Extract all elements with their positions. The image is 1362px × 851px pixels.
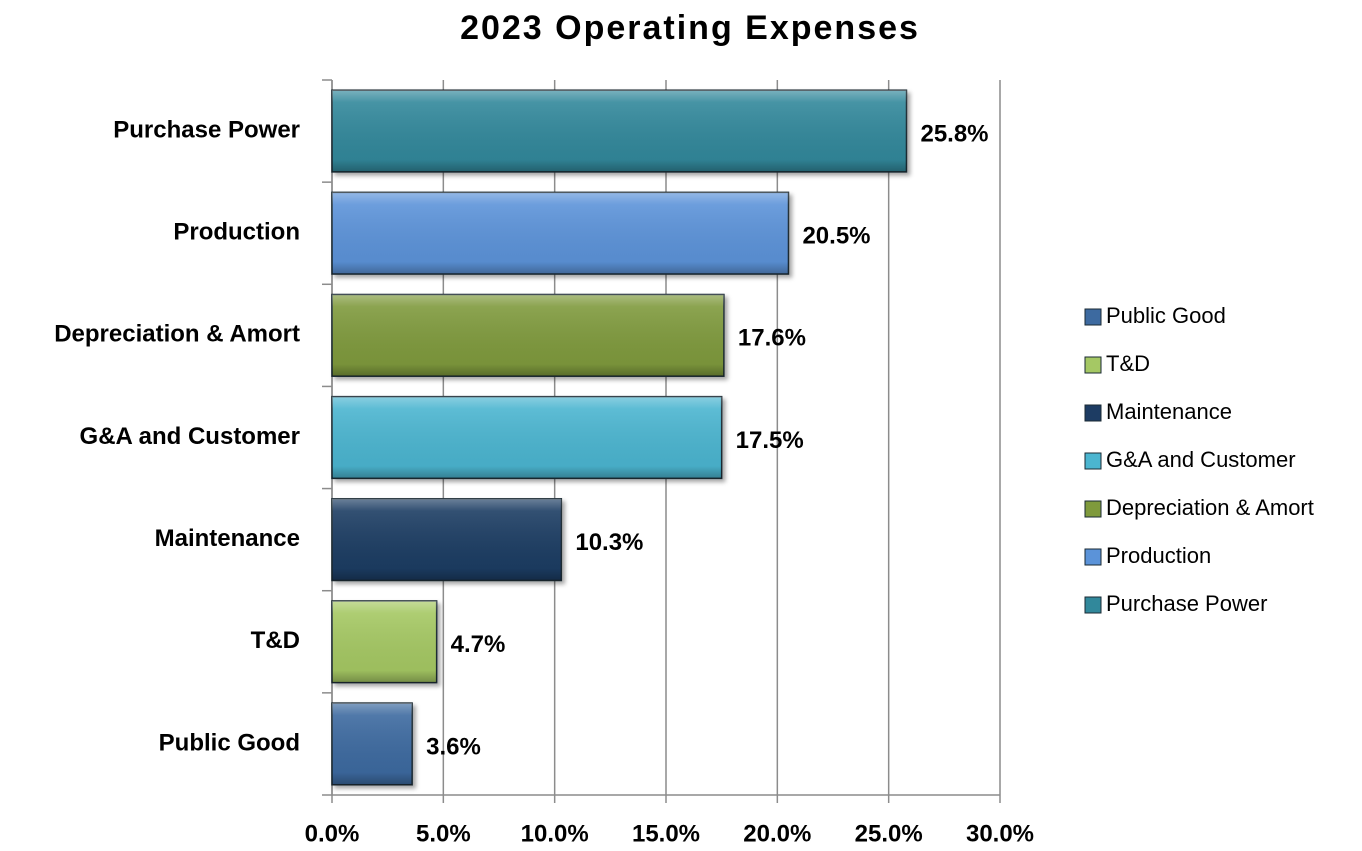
y-tick-label: T&D [251, 627, 300, 654]
value-label: 3.6% [426, 733, 481, 760]
y-tick-label: Public Good [159, 729, 300, 756]
x-tick-label: 10.0% [521, 820, 589, 847]
x-tick-label: 30.0% [966, 820, 1034, 847]
y-tick-label: G&A and Customer [80, 423, 300, 450]
legend-swatch [1084, 404, 1102, 422]
bar-shine [332, 396, 722, 479]
value-label: 10.3% [575, 529, 643, 556]
y-tick-label: Depreciation & Amort [54, 321, 300, 348]
value-label: 20.5% [802, 223, 870, 250]
legend-swatch [1084, 500, 1102, 518]
x-tick-label: 0.0% [305, 820, 360, 847]
legend-label: Depreciation & Amort [1106, 495, 1314, 520]
bar-shine [332, 90, 907, 172]
chart-title: 2023 Operating Expenses [460, 9, 920, 47]
legend-label: T&D [1106, 351, 1150, 376]
value-label: 17.5% [736, 427, 804, 454]
bar-shine [332, 600, 437, 683]
x-tick-label: 5.0% [416, 820, 471, 847]
legend-label: G&A and Customer [1106, 447, 1296, 472]
bar-shine [332, 498, 562, 581]
bar-shine [332, 703, 413, 785]
bar-shine [332, 294, 724, 377]
legend-label: Maintenance [1106, 399, 1232, 424]
legend-label: Purchase Power [1106, 591, 1267, 616]
y-tick-label: Maintenance [155, 525, 300, 552]
legend-swatch [1084, 356, 1102, 374]
value-label: 4.7% [451, 631, 506, 658]
legend-label: Public Good [1106, 303, 1226, 328]
y-tick-label: Purchase Power [113, 116, 300, 143]
value-label: 17.6% [738, 325, 806, 352]
legend-swatch [1084, 548, 1102, 566]
legend-label: Production [1106, 543, 1211, 568]
x-tick-label: 25.0% [855, 820, 923, 847]
legend-swatch [1084, 596, 1102, 614]
x-tick-label: 20.0% [743, 820, 811, 847]
y-tick-label: Production [173, 219, 300, 246]
legend-swatch [1084, 452, 1102, 470]
x-tick-label: 15.0% [632, 820, 700, 847]
bar-shine [332, 192, 789, 275]
legend-swatch [1084, 308, 1102, 326]
value-label: 25.8% [920, 120, 988, 147]
